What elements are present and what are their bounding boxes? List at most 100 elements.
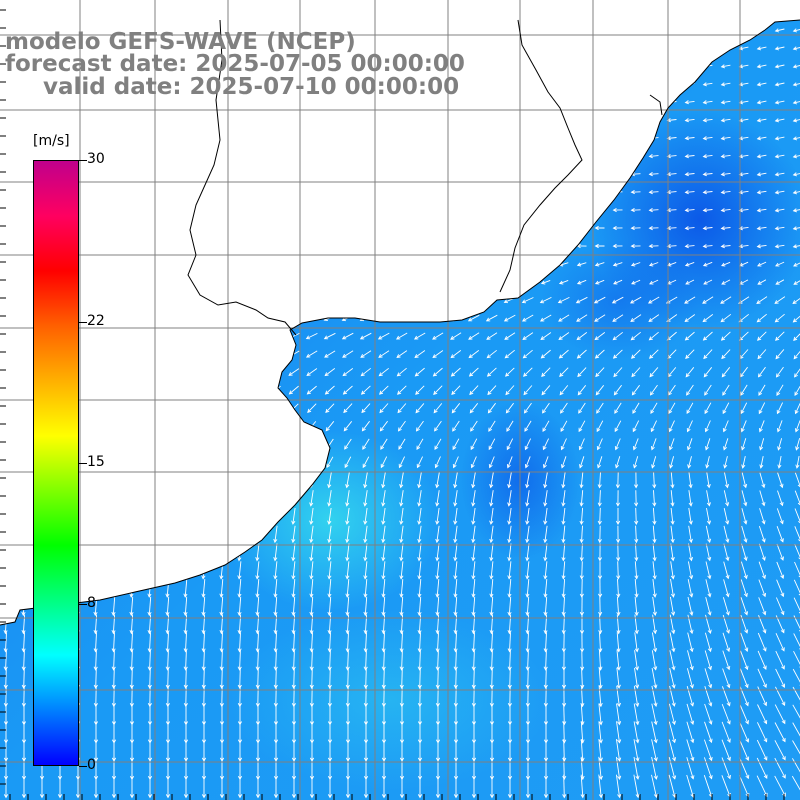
- wind-arrow: [668, 721, 677, 744]
- wind-arrow: [1, 81, 11, 87]
- colorbar-unit: [m/s]: [33, 133, 70, 149]
- wind-arrow: [161, 351, 174, 358]
- wind-arrow: [181, 421, 191, 431]
- wind-arrow: [558, 225, 569, 230]
- wind-arrow: [183, 490, 188, 507]
- wind-arrow: [73, 117, 83, 123]
- wind-arrow: [504, 332, 516, 340]
- wind-arrow: [413, 332, 426, 340]
- wind-arrow: [398, 438, 406, 450]
- wind-arrow: [233, 350, 246, 358]
- wind-arrow: [165, 667, 170, 690]
- wind-arrow: [652, 525, 657, 544]
- forecast-date: forecast date: 2025-07-05 00:00:00: [5, 51, 465, 77]
- wind-arrow: [288, 99, 299, 104]
- wind-arrow: [378, 27, 389, 32]
- wind-arrow: [486, 45, 497, 50]
- wind-arrow: [471, 632, 476, 653]
- wind-arrow: [594, 154, 605, 159]
- wind-arrow: [309, 650, 314, 671]
- wind-arrow: [576, 225, 587, 231]
- wind-arrow: [450, 135, 461, 140]
- wind-arrow: [200, 456, 208, 468]
- wind-arrow: [435, 490, 440, 507]
- wind-arrow: [504, 243, 515, 248]
- wind-arrow: [471, 561, 476, 580]
- wind-arrow: [775, 331, 785, 341]
- wind-arrow: [309, 774, 315, 799]
- wind-arrow: [486, 367, 497, 377]
- wind-arrow: [363, 774, 369, 799]
- wind-arrow: [542, 438, 550, 451]
- wind-arrow: [21, 543, 26, 562]
- wind-arrow: [327, 650, 332, 671]
- wind-arrow: [669, 632, 676, 653]
- wind-arrow: [741, 490, 748, 507]
- wind-arrow: [179, 350, 192, 358]
- wind-arrow: [126, 261, 137, 267]
- wind-arrow: [255, 561, 260, 580]
- wind-arrow: [291, 579, 296, 598]
- wind-arrow: [255, 632, 260, 653]
- wind-arrow: [363, 543, 368, 562]
- wind-arrow: [720, 244, 731, 249]
- wind-arrow: [125, 298, 138, 303]
- wind-arrow: [616, 543, 621, 562]
- wind-arrow: [561, 472, 566, 489]
- wind-arrow: [435, 774, 441, 799]
- wind-arrow: [345, 525, 350, 544]
- wind-arrow: [361, 403, 371, 414]
- wind-arrow: [307, 403, 317, 413]
- wind-arrow: [594, 28, 605, 33]
- wind-arrow: [616, 650, 621, 671]
- wind-arrow: [93, 490, 98, 507]
- wind-arrow: [704, 686, 713, 707]
- wind-arrow: [288, 243, 299, 248]
- wind-arrow: [652, 507, 657, 526]
- wind-arrow: [651, 650, 658, 671]
- wind-arrow: [669, 668, 676, 689]
- wind-arrow: [165, 650, 170, 671]
- wind-arrow: [505, 385, 515, 396]
- wind-arrow: [775, 349, 785, 360]
- wind-arrow: [270, 207, 281, 212]
- wind-arrow: [3, 507, 8, 525]
- wind-arrow: [93, 632, 98, 653]
- wind-arrow: [144, 153, 155, 159]
- wind-arrow: [634, 596, 639, 617]
- wind-arrow: [234, 171, 245, 176]
- wind-arrow: [651, 703, 658, 726]
- wind-arrow: [543, 667, 548, 690]
- wind-arrow: [269, 298, 282, 303]
- wind-arrow: [273, 650, 278, 671]
- wind-arrow: [161, 315, 174, 321]
- wind-arrow: [723, 490, 730, 507]
- wind-arrow: [216, 386, 228, 395]
- wind-arrow: [450, 45, 461, 50]
- wind-arrow: [686, 668, 694, 689]
- wind-arrow: [756, 100, 767, 105]
- wind-arrow: [722, 597, 730, 616]
- wind-arrow: [453, 596, 458, 617]
- wind-arrow: [507, 667, 512, 690]
- wind-arrow: [324, 117, 335, 122]
- wind-arrow: [219, 667, 224, 690]
- wind-arrow: [273, 774, 279, 799]
- wind-arrow: [234, 99, 245, 104]
- wind-arrow: [183, 543, 188, 562]
- wind-arrow: [219, 490, 224, 507]
- wind-arrow: [451, 385, 461, 395]
- wind-arrow: [504, 27, 515, 33]
- wind-arrow: [288, 385, 299, 395]
- wind-arrow: [362, 438, 370, 450]
- wind-arrow: [632, 420, 640, 433]
- wind-arrow: [721, 757, 731, 780]
- wind-arrow: [650, 438, 657, 451]
- wind-arrow: [507, 650, 512, 671]
- wind-arrow: [469, 385, 479, 396]
- wind-arrow: [792, 190, 800, 195]
- wind-arrow: [562, 774, 567, 799]
- wind-arrow: [235, 421, 245, 432]
- wind-arrow: [345, 774, 351, 799]
- land-border-1: [499, 19, 583, 293]
